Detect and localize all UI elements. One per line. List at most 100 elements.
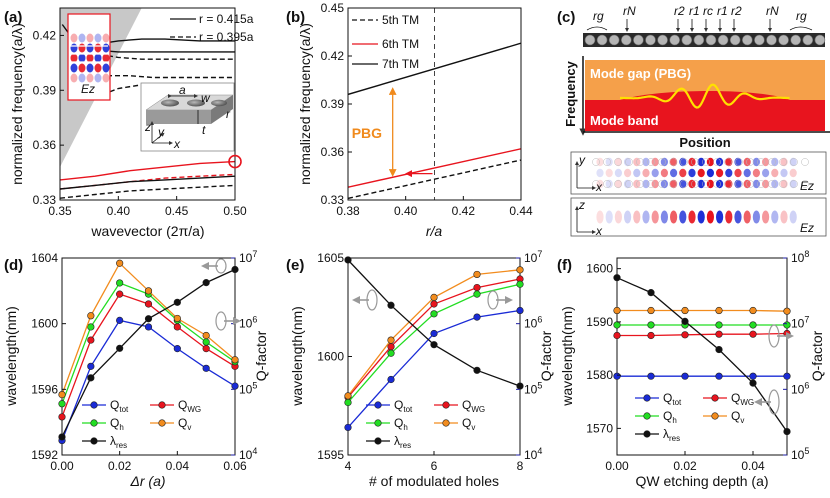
field-lobe: [670, 157, 678, 167]
panel-label-a: (a): [4, 9, 22, 26]
air-hole: [596, 34, 608, 46]
data-point: [387, 336, 395, 344]
field-lobe: [605, 168, 613, 178]
panel-d: 0.00 0.02 0.04 0.06 1592 1596 1600 1604 104 105 10…: [3, 249, 269, 489]
data-point: [430, 329, 438, 338]
legend-label-7th: 7th TM: [382, 57, 419, 71]
data-point: [344, 398, 352, 407]
data-point: [613, 321, 621, 329]
field-lobe: [716, 179, 724, 189]
field-lobe: [70, 33, 78, 43]
mode-gap-label: Mode gap (PBG): [590, 66, 691, 81]
field-lobe: [642, 168, 650, 178]
field-lobe: [78, 63, 86, 73]
data-point: [202, 364, 210, 372]
field-lobe: [605, 157, 613, 167]
field-lobe: [651, 179, 659, 189]
legend-marker: [90, 437, 98, 445]
field-lobe: [78, 73, 86, 83]
data-point: [344, 423, 352, 432]
data-point: [87, 336, 95, 344]
hole-outline: [614, 158, 622, 166]
mode-band-region: [585, 100, 825, 131]
legend-marker: [643, 412, 651, 420]
field-lobe: [86, 53, 94, 63]
field-lobe: [752, 179, 761, 189]
data-point: [473, 290, 481, 298]
legend-label-5th: 5th TM: [382, 13, 419, 27]
data-point: [58, 413, 66, 421]
x-tick-label: 6: [431, 459, 438, 473]
data-point: [58, 390, 66, 399]
data-point: [783, 372, 791, 380]
legend-marker: [374, 401, 382, 409]
data-point: [430, 300, 438, 308]
data-point: [430, 310, 438, 318]
hole-outline: [669, 180, 677, 188]
air-hole: [717, 34, 729, 46]
legend-label: QWG: [462, 398, 485, 414]
x-tick-label: 0.50: [223, 204, 247, 218]
hole-outline: [790, 158, 798, 166]
data-point: [202, 345, 210, 353]
legend-marker: [374, 419, 382, 427]
x-tick-label: 4: [345, 459, 352, 473]
panel-label-e: (e): [286, 257, 304, 274]
hole-outline: [702, 180, 710, 188]
field-lobe: [688, 168, 696, 178]
hole-outline: [757, 158, 765, 166]
field-lobe: [70, 53, 78, 63]
field-lobe: [633, 157, 641, 167]
mode-curve: [348, 42, 521, 96]
e-ylabel: wavelength(nm): [289, 306, 305, 407]
field-lobe: [789, 179, 797, 189]
air-hole: [681, 34, 693, 46]
field-lobe: [86, 43, 94, 53]
legend-marker: [442, 419, 450, 427]
y-tick-label: 1595: [317, 448, 344, 462]
hole-outline: [669, 158, 677, 166]
legend-marker: [643, 430, 651, 438]
field-lobe: [86, 63, 94, 73]
hole-outline: [790, 180, 798, 188]
data-point: [783, 321, 791, 329]
c-field-y: y: [578, 153, 586, 167]
data-point: [749, 321, 757, 329]
x-tick-label: 0.44: [509, 204, 533, 218]
data-point: [173, 314, 181, 323]
hole-outline: [592, 180, 600, 188]
data-point: [58, 433, 66, 441]
hole-outline: [603, 158, 611, 166]
legend-label-6th: 6th TM: [382, 37, 419, 51]
legend-marker: [90, 401, 98, 409]
data-point: [681, 372, 689, 380]
field-lobe: [624, 179, 632, 189]
data-point: [116, 290, 124, 298]
x-tick-label: 0.40: [107, 204, 131, 218]
data-point: [87, 374, 95, 382]
field-lobe: [688, 210, 696, 224]
hole-outline: [801, 180, 809, 188]
data-point: [430, 293, 438, 302]
field-lobe: [624, 157, 632, 167]
hole-outline: [724, 180, 732, 188]
a-xlabel: wavevector (2π/a): [90, 223, 204, 239]
hole-outline: [647, 158, 655, 166]
y2-tick-label: 104: [239, 446, 257, 462]
field-lobe: [706, 157, 715, 167]
hole-labels: rg rN r2 r1 rc r1 r2 rN rg: [593, 4, 807, 23]
panel-label-b: (b): [286, 9, 305, 26]
hole-outline: [713, 158, 721, 166]
x-tick-label: 0.04: [741, 459, 765, 473]
data-point: [87, 323, 95, 331]
x-tick-label: 0.02: [673, 459, 697, 473]
field-lobe: [633, 210, 641, 224]
field-lobe: [725, 179, 733, 189]
legend-marker: [158, 401, 166, 409]
hole-outline: [625, 158, 633, 166]
hole-outline: [647, 180, 655, 188]
field-inset: Ez: [67, 13, 111, 101]
field-lobe: [614, 168, 623, 178]
e-xlabel: # of modulated holes: [369, 473, 499, 489]
data-point: [430, 341, 438, 349]
